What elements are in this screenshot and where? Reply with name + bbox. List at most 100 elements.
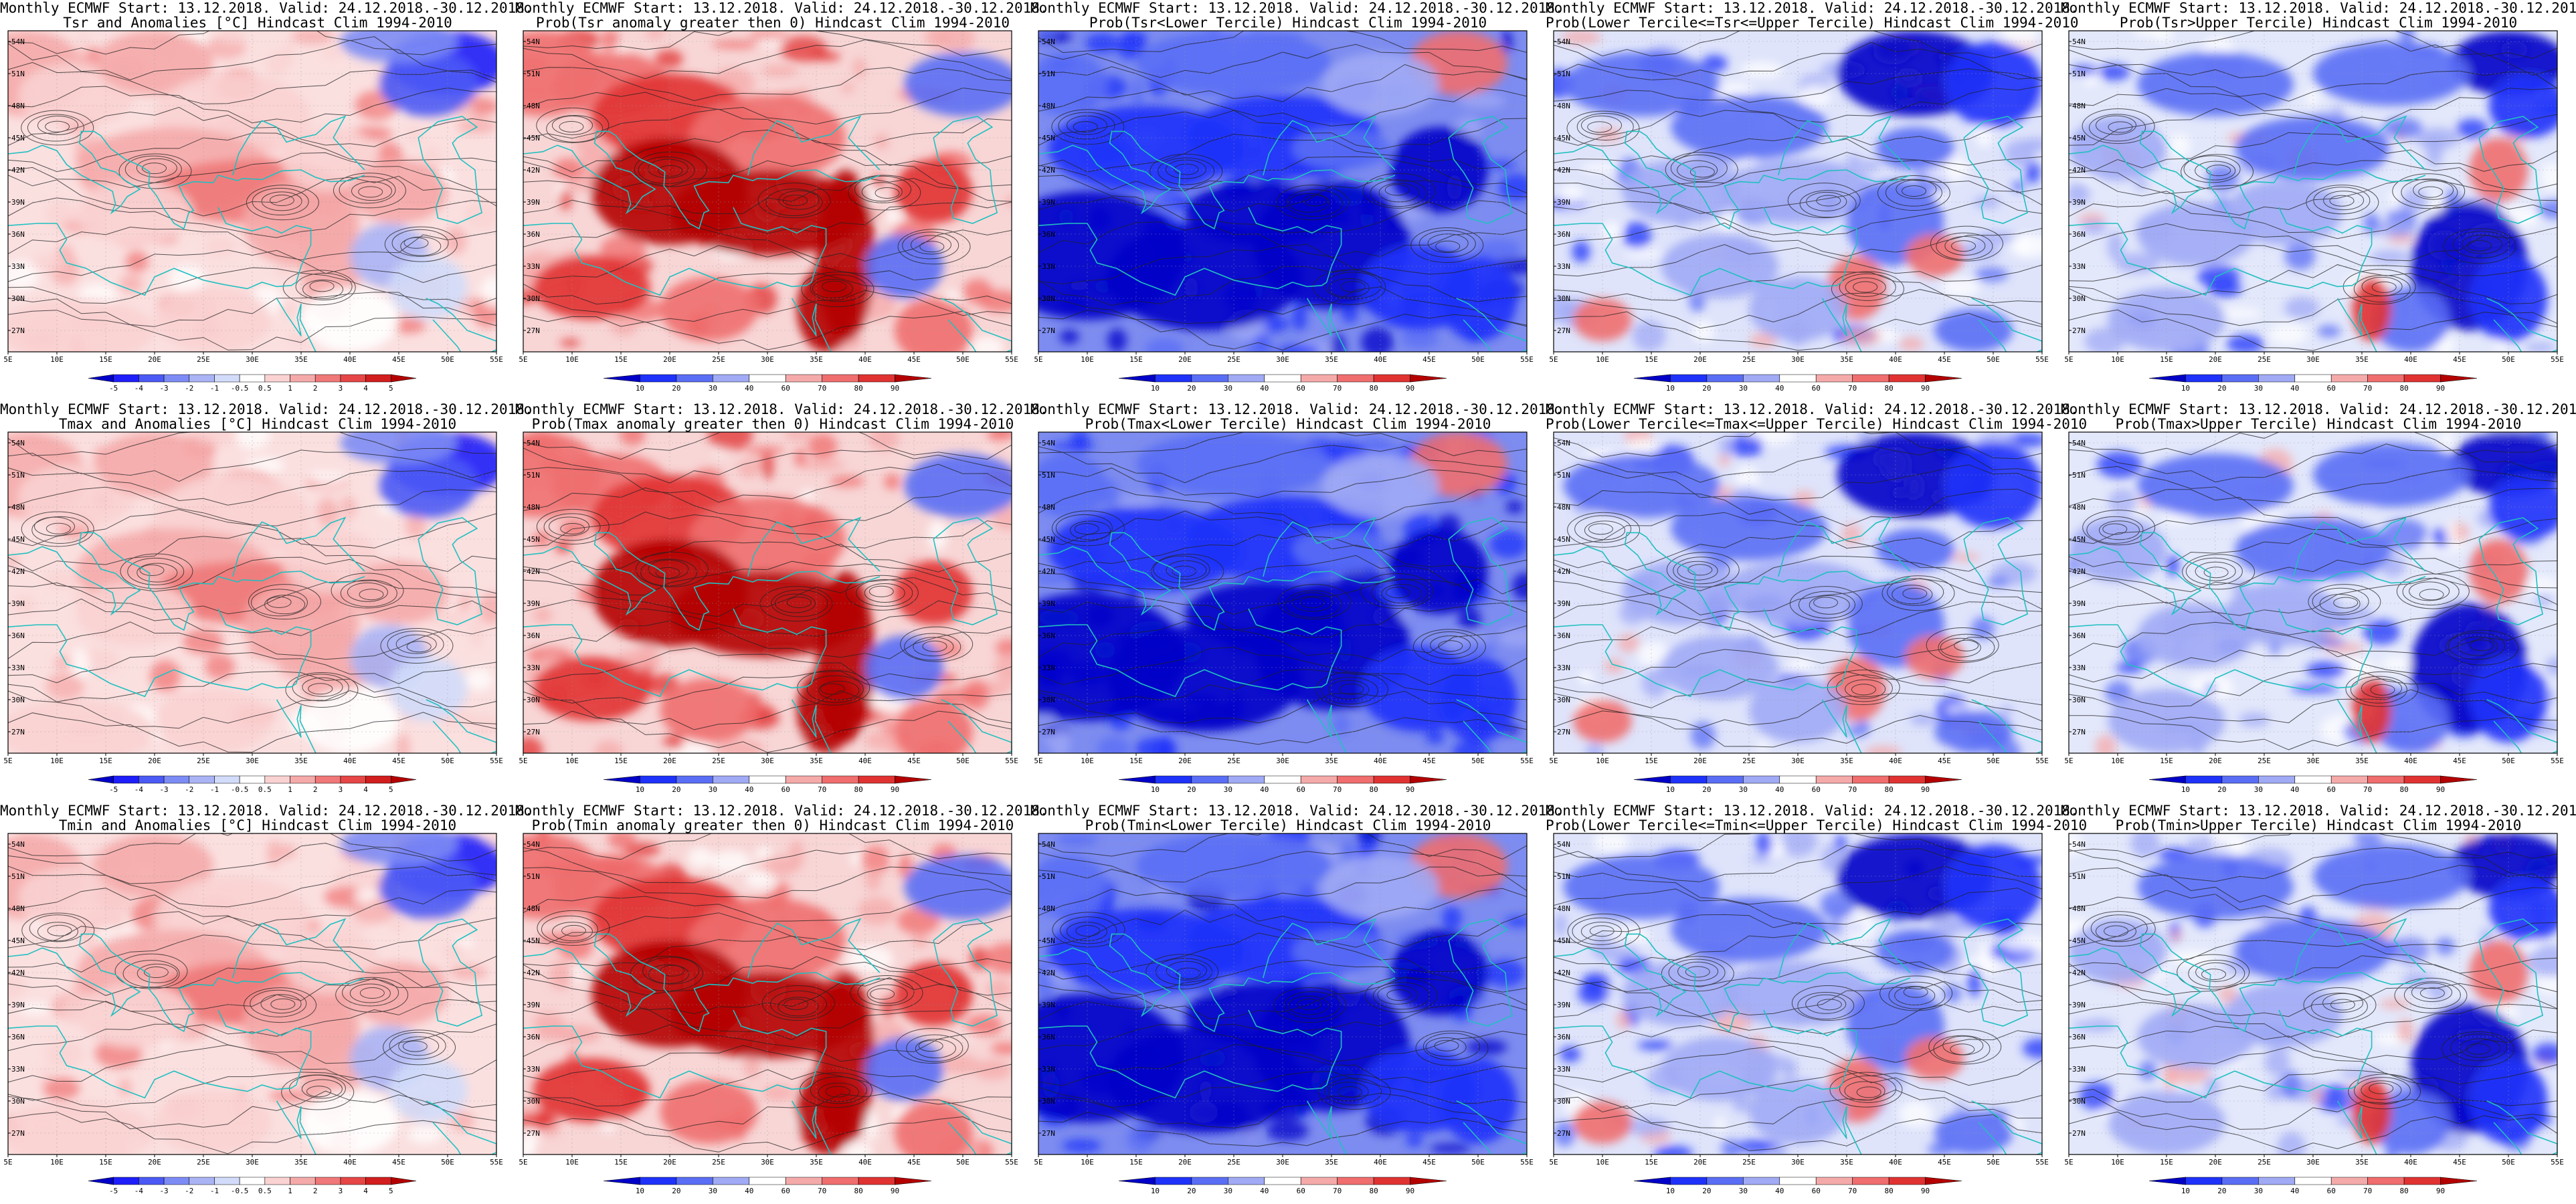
lon-tick-label: 20E bbox=[2209, 1158, 2222, 1167]
map: 5E 10E 15E 20E 25E 30E 35E 40E 45E 50E 55E 27N 30N 33… bbox=[2064, 833, 2564, 1195]
lon-tick-label: 35E bbox=[1840, 355, 1853, 364]
lon-tick-label: 35E bbox=[2355, 757, 2369, 765]
colorbar-label: 90 bbox=[891, 384, 899, 393]
lon-tick-label: 5E bbox=[519, 1158, 527, 1167]
lon-tick-label: 5E bbox=[1034, 355, 1042, 364]
lon-tick-label: 5E bbox=[519, 355, 527, 364]
lon-tick-label: 20E bbox=[1178, 757, 1192, 765]
lon-tick-label: 20E bbox=[1693, 355, 1707, 364]
colorbar-label: 1 bbox=[288, 785, 292, 794]
colorbar-label: 80 bbox=[1369, 785, 1378, 794]
colorbar-label: 60 bbox=[1812, 1187, 1821, 1195]
colorbar-swatch bbox=[713, 374, 750, 383]
colorbar-label: 2 bbox=[313, 384, 318, 393]
colorbar-swatch bbox=[1633, 775, 1671, 784]
colorbar: 10 20 30 40 60 70 80 90 bbox=[2148, 1177, 2478, 1195]
lon-tick-label: 30E bbox=[1276, 757, 1289, 765]
lon-tick-label: 55E bbox=[2551, 355, 2564, 364]
colorbar-swatch bbox=[163, 374, 190, 383]
colorbar-label: 60 bbox=[2327, 1187, 2336, 1195]
colorbar-swatch bbox=[785, 1177, 822, 1185]
colorbar-label: 70 bbox=[2363, 785, 2372, 794]
colorbar-swatch bbox=[895, 775, 932, 784]
lat-tick-label: 33N bbox=[11, 1065, 25, 1074]
lat-tick-label: 45N bbox=[1042, 134, 1055, 142]
lon-tick-label: 30E bbox=[1791, 1158, 1805, 1167]
lon-tick-label: 25E bbox=[1742, 757, 1756, 765]
lat-tick-label: 42N bbox=[2072, 166, 2086, 175]
map-field bbox=[523, 432, 1012, 753]
panel-title-line1: Monthly ECMWF Start: 13.12.2018. Valid: … bbox=[1030, 0, 1564, 16]
colorbar-swatch bbox=[1264, 374, 1301, 383]
colorbar-label: 60 bbox=[1812, 785, 1821, 794]
colorbar-swatch bbox=[1155, 775, 1192, 784]
colorbar-label: 60 bbox=[1297, 384, 1305, 393]
lon-tick-label: 20E bbox=[1178, 1158, 1192, 1167]
colorbar-swatch bbox=[2367, 374, 2405, 383]
panel-title-line2: Prob(Tsr>Upper Tercile) Hindcast Clim 19… bbox=[2119, 15, 2518, 31]
lat-tick-label: 30N bbox=[2072, 1097, 2086, 1106]
colorbar-swatch bbox=[1410, 374, 1447, 383]
lat-tick-label: 27N bbox=[1557, 728, 1570, 736]
coastlines bbox=[1554, 516, 2042, 753]
colorbar-label: 5 bbox=[389, 785, 393, 794]
forecast-panel: Monthly ECMWF Start: 13.12.2018. Valid: … bbox=[1546, 401, 2087, 803]
lon-tick-label: 5E bbox=[2064, 355, 2073, 364]
colorbar-label: 60 bbox=[781, 785, 790, 794]
colorbar-swatch bbox=[1410, 775, 1447, 784]
panel-title-line2: Prob(Tmax anomaly greater then 0) Hindca… bbox=[531, 416, 1014, 432]
lon-tick-label: 55E bbox=[490, 355, 503, 364]
colorbar-label: 30 bbox=[709, 785, 717, 794]
lon-tick-label: 40E bbox=[1889, 757, 1902, 765]
lon-tick-label: 40E bbox=[858, 355, 872, 364]
lon-tick-label: 45E bbox=[1422, 355, 1436, 364]
map-gridlines bbox=[8, 432, 496, 753]
lon-tick-label: 15E bbox=[99, 355, 112, 364]
colorbar-swatch bbox=[1815, 775, 1853, 784]
colorbar: 10 20 30 40 60 70 80 90 bbox=[1633, 1177, 1962, 1195]
lon-tick-label: 30E bbox=[761, 355, 774, 364]
lat-tick-label: 30N bbox=[2072, 294, 2086, 303]
colorbar-label: 70 bbox=[2363, 1187, 2372, 1195]
colorbar-label: -3 bbox=[159, 1187, 168, 1195]
colorbar-swatch bbox=[2330, 775, 2368, 784]
panel-title-line2: Prob(Tsr<Lower Tercile) Hindcast Clim 19… bbox=[1089, 15, 1487, 31]
colorbar-label: 80 bbox=[1884, 384, 1893, 393]
lat-tick-label: 48N bbox=[1042, 503, 1055, 512]
lon-tick-label: 50E bbox=[441, 355, 454, 364]
lon-tick-label: 10E bbox=[565, 355, 579, 364]
colorbar-label: 80 bbox=[854, 785, 862, 794]
lat-tick-label: 33N bbox=[1557, 1065, 1570, 1074]
lat-tick-label: 48N bbox=[11, 102, 25, 110]
contour-lines bbox=[1038, 833, 1527, 1147]
lat-tick-label: 39N bbox=[527, 198, 540, 207]
map-field bbox=[8, 432, 496, 753]
lon-tick-label: 40E bbox=[858, 1158, 872, 1167]
lat-tick-label: 27N bbox=[1557, 1129, 1570, 1138]
lon-tick-label: 45E bbox=[907, 355, 921, 364]
lon-tick-label: 45E bbox=[907, 757, 921, 765]
colorbar-label: 10 bbox=[1666, 1187, 1675, 1195]
lon-tick-label: 20E bbox=[1693, 757, 1707, 765]
lat-tick-label: 48N bbox=[2072, 503, 2086, 512]
colorbar-swatch bbox=[2403, 374, 2441, 383]
colorbar: -5 -4 -3 -2 -1 -0.5 0.5 1 2 3 4 5 bbox=[88, 374, 417, 393]
map-axis-ticks: 5E 10E 15E 20E 25E 30E 35E 40E 45E 50E 55E 27N 30N 33… bbox=[1034, 439, 1534, 765]
colorbar-label: 90 bbox=[2436, 1187, 2445, 1195]
lat-tick-label: 51N bbox=[11, 471, 25, 480]
forecast-panel: Monthly ECMWF Start: 13.12.2018. Valid: … bbox=[1030, 0, 1564, 401]
colorbar-label: -0.5 bbox=[231, 384, 249, 393]
colorbar-label: -5 bbox=[109, 1187, 118, 1195]
map-gridlines bbox=[523, 31, 1012, 352]
colorbar-label: -1 bbox=[210, 785, 219, 794]
lat-tick-label: 33N bbox=[1557, 664, 1570, 672]
lat-tick-label: 54N bbox=[11, 439, 25, 447]
colorbar-swatch bbox=[785, 775, 822, 784]
lon-tick-label: 15E bbox=[99, 1158, 112, 1167]
panel-title-line2: Prob(Tmin<Lower Tercile) Hindcast Clim 1… bbox=[1085, 817, 1491, 833]
lon-tick-label: 10E bbox=[1596, 355, 1609, 364]
lon-tick-label: 15E bbox=[1129, 355, 1143, 364]
colorbar-swatch bbox=[1743, 374, 1780, 383]
lon-tick-label: 5E bbox=[2064, 1158, 2073, 1167]
colorbar-swatch bbox=[603, 374, 640, 383]
